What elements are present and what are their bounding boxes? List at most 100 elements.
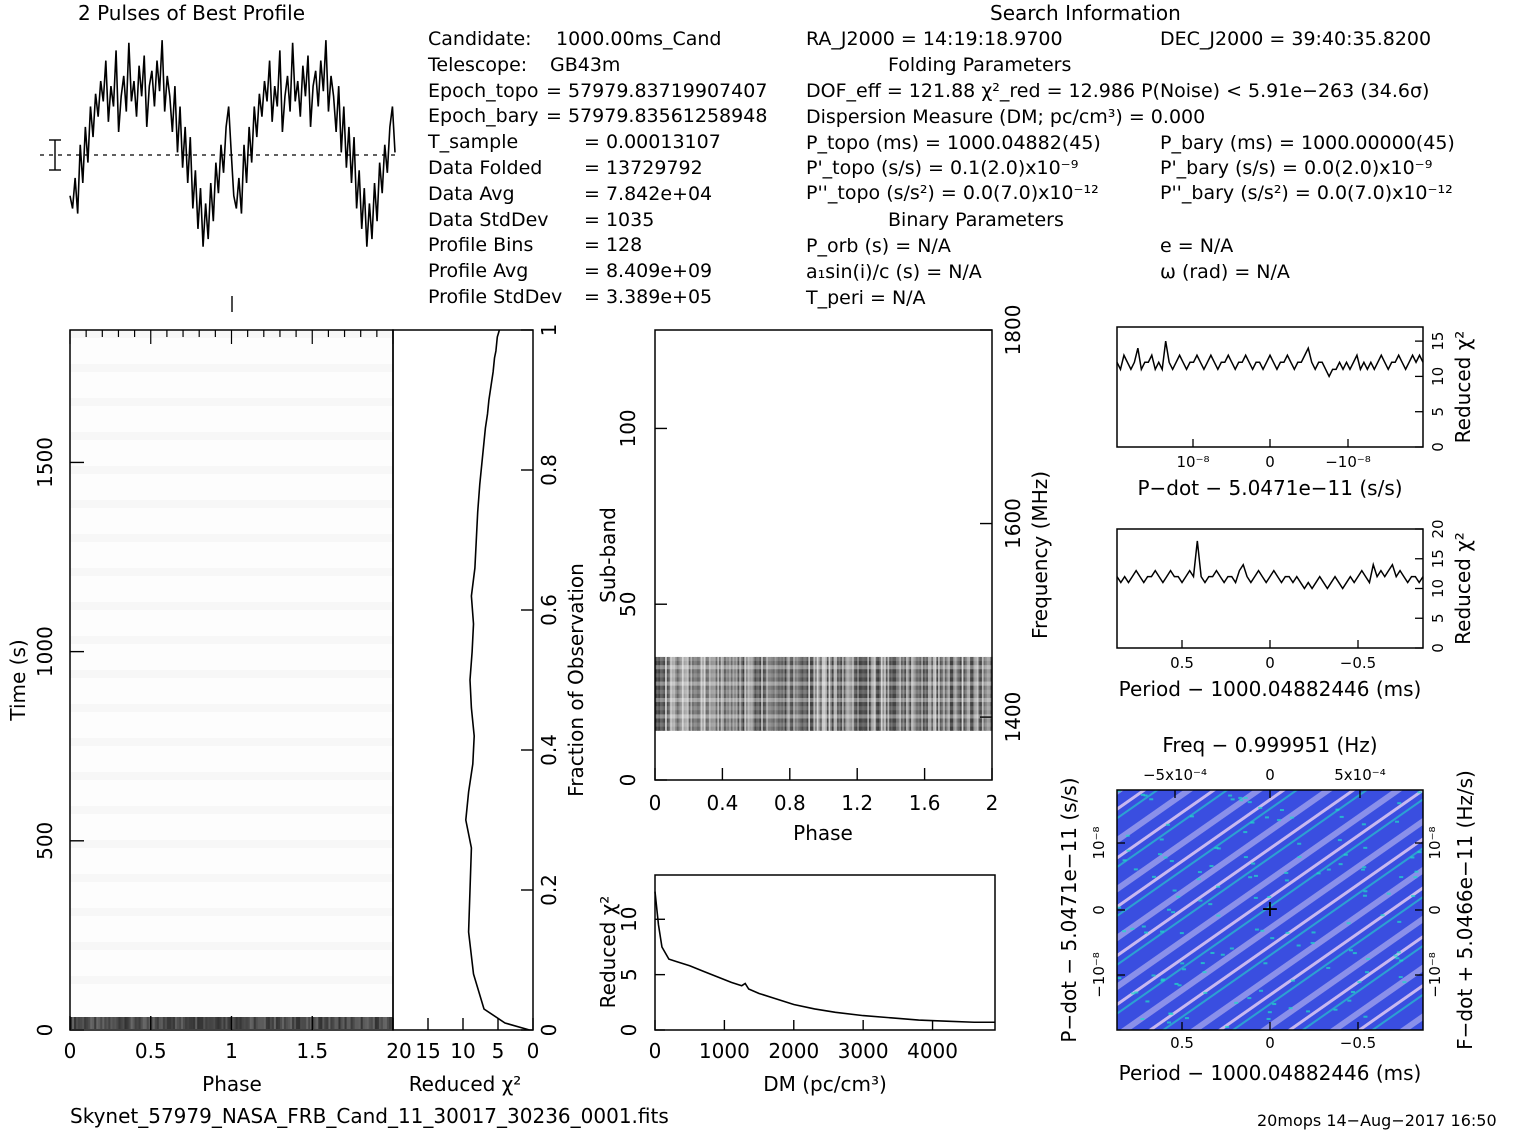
map-speckle xyxy=(1267,1011,1272,1014)
heatmap-cell xyxy=(322,1017,325,1029)
heatmap-cell xyxy=(249,1017,253,1029)
heatmap-cell xyxy=(116,1017,119,1029)
pdtopo-value: P'_topo (s/s) = 0.1(2.0)x10⁻⁹ xyxy=(806,157,1079,179)
heatmap-cell xyxy=(185,1017,188,1029)
heatmap-cell xyxy=(875,656,879,731)
map-speckle xyxy=(1202,971,1207,974)
map-speckle xyxy=(1363,1015,1368,1018)
heatmap-cell xyxy=(885,656,889,731)
heatmap-cell xyxy=(130,1017,134,1029)
axes-frame xyxy=(654,329,993,781)
heatmap-cell xyxy=(140,1017,144,1029)
heatmap-cell xyxy=(676,656,680,731)
heatmap-cell xyxy=(288,1017,291,1029)
map-speckle xyxy=(1417,851,1422,854)
heatmap-cell xyxy=(836,656,840,731)
map-speckle xyxy=(1182,968,1187,971)
y2-axis-label: F−dot + 5.0466e−11 (Hz/s) xyxy=(1453,770,1477,1050)
y-axis-label: P−dot − 5.0471e−11 (s/s) xyxy=(1057,777,1081,1042)
map-speckle xyxy=(1134,991,1139,994)
x-axis-label: DM (pc/cm³) xyxy=(763,1072,887,1096)
y-tick-label: 0.2 xyxy=(537,874,561,906)
map-speckle xyxy=(1133,868,1138,871)
heatmap-cell xyxy=(971,656,975,731)
footer-filename: Skynet_57979_NASA_FRB_Cand_11_30017_3023… xyxy=(70,1104,669,1128)
map-speckle xyxy=(1122,930,1127,933)
heatmap-row xyxy=(70,636,393,644)
heatmap-cell xyxy=(189,1017,192,1029)
heatmap-cell xyxy=(722,656,725,731)
y-tick-label: 50 xyxy=(616,591,640,616)
heatmap-cell xyxy=(943,656,946,731)
map-speckle xyxy=(1143,794,1148,797)
heatmap-cell xyxy=(183,1017,186,1029)
heatmap-cell xyxy=(104,1017,107,1029)
heatmap-cell xyxy=(811,656,814,731)
map-speckle xyxy=(1395,820,1400,823)
pdbary-value: P'_bary (s/s) = 0.0(2.0)x10⁻⁹ xyxy=(1160,157,1433,179)
heatmap-cell xyxy=(298,1017,301,1029)
heatmap-cell xyxy=(660,656,663,731)
map-speckle xyxy=(1399,959,1404,962)
heatmap-cell xyxy=(747,656,750,731)
map-speckle xyxy=(1366,957,1371,960)
heatmap-cell xyxy=(951,656,954,731)
heatmap-cell xyxy=(734,656,737,731)
map-speckle xyxy=(1346,922,1351,925)
heatmap-cell xyxy=(931,656,934,731)
map-speckle xyxy=(1311,931,1316,934)
heatmap-cell xyxy=(160,1017,164,1029)
pddtopo-value: P''_topo (s/s²) = 0.0(7.0)x10⁻¹² xyxy=(806,182,1099,204)
heatmap-cell xyxy=(988,656,991,731)
heatmap-cell xyxy=(781,656,784,731)
map-speckle xyxy=(1203,991,1208,994)
a1-value: a₁sin(i)/c (s) = N/A xyxy=(806,261,982,283)
map-speckle xyxy=(1160,979,1165,982)
y-tick-label: 0.4 xyxy=(537,734,561,766)
heatmap-cell xyxy=(665,656,668,731)
heatmap-cell xyxy=(778,656,781,731)
map-speckle xyxy=(1225,1025,1230,1028)
map-speckle xyxy=(1361,823,1366,826)
map-speckle xyxy=(1140,793,1145,796)
heatmap-cell xyxy=(895,656,899,731)
heatmap-cell xyxy=(304,1017,307,1029)
heatmap-cell xyxy=(776,656,779,731)
heatmap-cell xyxy=(124,1017,128,1029)
heatmap-cell xyxy=(965,656,968,731)
map-speckle xyxy=(1216,914,1221,917)
heatmap-cell xyxy=(796,656,799,731)
heatmap-row xyxy=(70,772,393,780)
heatmap-cell xyxy=(708,656,712,731)
map-speckle xyxy=(1362,866,1367,869)
x-tick-label: 2000 xyxy=(768,1039,819,1063)
map-speckle xyxy=(1253,896,1258,899)
heatmap-cell xyxy=(973,656,976,731)
heatmap-cell xyxy=(687,656,690,731)
heatmap-cell xyxy=(865,656,868,731)
x-axis-label: Phase xyxy=(202,1072,262,1096)
map-speckle xyxy=(1258,806,1263,809)
map-speckle xyxy=(1326,868,1331,871)
x-tick-label: 0 xyxy=(649,1039,662,1063)
heatmap-cell xyxy=(887,656,890,731)
map-speckle xyxy=(1264,816,1269,819)
heatmap-cell xyxy=(332,1017,335,1029)
map-speckle xyxy=(1130,927,1135,930)
y2-tick-label: 10⁻⁸ xyxy=(1426,826,1444,859)
map-speckle xyxy=(1272,1003,1277,1006)
y-tick-label: 0 xyxy=(616,774,640,787)
y-tick-label: 5 xyxy=(1429,613,1447,623)
heatmap-cell xyxy=(300,1017,303,1029)
heatmap-cell xyxy=(76,1017,79,1029)
heatmap-cell xyxy=(771,656,774,731)
heatmap-cell xyxy=(867,656,870,731)
heatmap-cell xyxy=(120,1017,123,1029)
map-speckle xyxy=(1254,928,1259,931)
heatmap-cell xyxy=(362,1017,366,1029)
heatmap-cell xyxy=(683,656,686,731)
map-speckle xyxy=(1166,1021,1171,1024)
param-key: Data StdDev xyxy=(428,208,549,231)
heatmap-cell xyxy=(102,1017,105,1029)
